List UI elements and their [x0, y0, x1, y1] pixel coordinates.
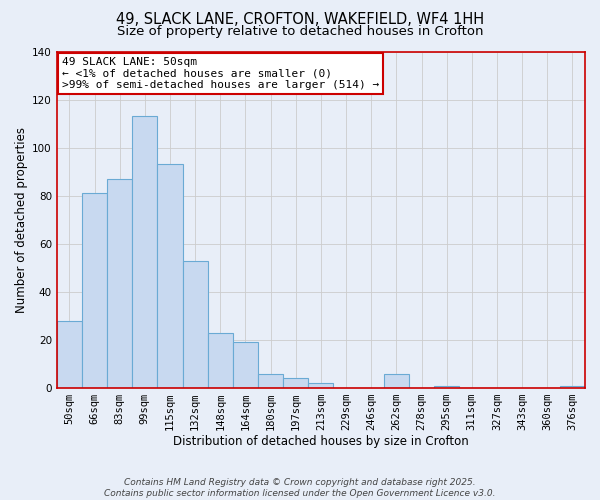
Bar [283, 378, 308, 388]
Bar [560, 386, 585, 388]
Bar [82, 194, 107, 388]
Text: 49, SLACK LANE, CROFTON, WAKEFIELD, WF4 1HH: 49, SLACK LANE, CROFTON, WAKEFIELD, WF4 … [116, 12, 484, 28]
Text: Contains HM Land Registry data © Crown copyright and database right 2025.
Contai: Contains HM Land Registry data © Crown c… [104, 478, 496, 498]
Bar [384, 374, 409, 388]
Bar [308, 383, 334, 388]
Bar [233, 342, 258, 388]
X-axis label: Distribution of detached houses by size in Crofton: Distribution of detached houses by size … [173, 434, 469, 448]
Bar [132, 116, 157, 388]
Bar [258, 374, 283, 388]
Bar [434, 386, 459, 388]
Bar [57, 320, 82, 388]
Y-axis label: Number of detached properties: Number of detached properties [15, 126, 28, 312]
Bar [157, 164, 182, 388]
Text: Size of property relative to detached houses in Crofton: Size of property relative to detached ho… [117, 25, 483, 38]
Text: 49 SLACK LANE: 50sqm
← <1% of detached houses are smaller (0)
>99% of semi-detac: 49 SLACK LANE: 50sqm ← <1% of detached h… [62, 56, 379, 90]
Bar [182, 260, 208, 388]
Bar [208, 332, 233, 388]
Bar [107, 179, 132, 388]
